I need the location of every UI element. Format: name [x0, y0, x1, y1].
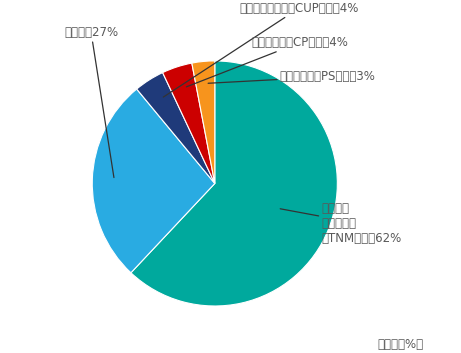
- Text: 独立価格比準法（CUP法）：4%: 独立価格比準法（CUP法）：4%: [163, 2, 359, 97]
- Wedge shape: [163, 63, 215, 184]
- Wedge shape: [131, 61, 337, 306]
- Text: 取引単位
営業利益法
（TNM法）：62%: 取引単位 営業利益法 （TNM法）：62%: [280, 202, 402, 245]
- Text: （単位：%）: （単位：%）: [377, 338, 423, 351]
- Wedge shape: [192, 61, 215, 184]
- Text: 原価基準法（CP法）：4%: 原価基準法（CP法）：4%: [186, 36, 349, 87]
- Wedge shape: [137, 73, 215, 184]
- Text: 利益分割法（PS法）：3%: 利益分割法（PS法）：3%: [208, 70, 376, 83]
- Wedge shape: [92, 89, 215, 273]
- Text: その他：27%: その他：27%: [64, 26, 118, 178]
